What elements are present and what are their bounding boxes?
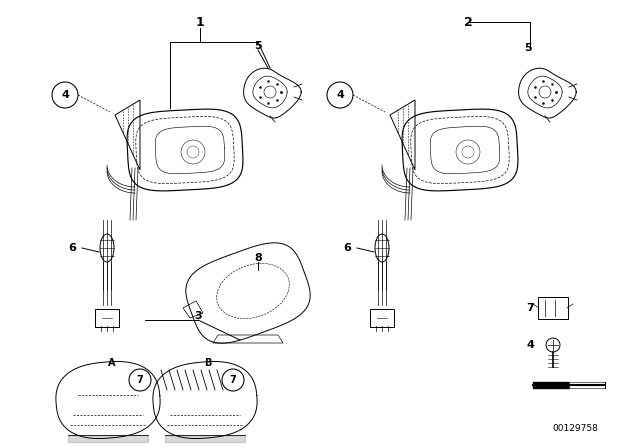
- Text: 5: 5: [254, 41, 262, 51]
- Ellipse shape: [100, 234, 114, 262]
- FancyBboxPatch shape: [370, 309, 394, 327]
- Text: 8: 8: [254, 253, 262, 263]
- Text: 5: 5: [524, 43, 532, 53]
- Text: 6: 6: [68, 243, 76, 253]
- Text: 4: 4: [336, 90, 344, 100]
- Text: 4: 4: [526, 340, 534, 350]
- Text: 2: 2: [463, 16, 472, 29]
- Text: 7: 7: [526, 303, 534, 313]
- Text: 4: 4: [61, 90, 69, 100]
- Text: 00129758: 00129758: [552, 423, 598, 432]
- Text: 7: 7: [230, 375, 236, 385]
- Text: B: B: [204, 358, 212, 368]
- Text: 6: 6: [343, 243, 351, 253]
- Text: A: A: [108, 358, 116, 368]
- Text: 7: 7: [136, 375, 143, 385]
- Ellipse shape: [375, 234, 389, 262]
- Text: 1: 1: [196, 16, 204, 29]
- Text: 3: 3: [194, 311, 202, 321]
- FancyBboxPatch shape: [95, 309, 119, 327]
- FancyBboxPatch shape: [538, 297, 568, 319]
